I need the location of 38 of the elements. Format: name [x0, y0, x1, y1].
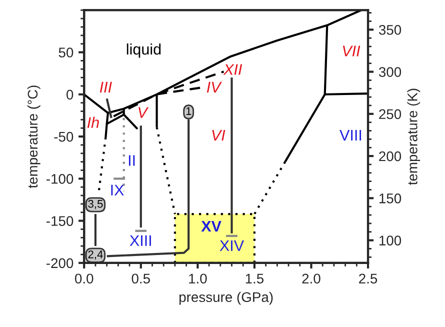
y2-tick-label: 250 — [379, 109, 402, 120]
y-axis-title: temperature (°C) — [27, 86, 40, 188]
y-tick-label: -100 — [46, 174, 74, 184]
annotation: VIII — [340, 130, 362, 140]
x-tick-label: 2.5 — [359, 274, 378, 284]
x-tick-label: 0.5 — [132, 274, 150, 284]
annotation: XII — [223, 64, 242, 75]
annotation: III — [100, 82, 112, 92]
x-tick-label: 2.0 — [302, 274, 320, 284]
annotation: II — [128, 155, 135, 166]
annotation: 1 — [186, 107, 192, 115]
y-tick-label: 50 — [58, 48, 74, 58]
annotation: VI — [212, 130, 226, 140]
annotation: V — [138, 107, 149, 118]
y2-axis-title: temperature (K) — [407, 88, 420, 185]
annotation: IX — [111, 184, 124, 196]
x-axis-title: pressure (GPa) — [179, 292, 273, 305]
y2-tick-label: 200 — [379, 151, 402, 162]
x-tick-label: 0.0 — [74, 274, 94, 284]
y-tick-label: -200 — [46, 258, 74, 268]
y2-tick-label: 300 — [378, 67, 402, 77]
y-tick-label: 0 — [66, 90, 74, 100]
y2-tick-label: 350 — [378, 24, 402, 35]
annotation: VII — [342, 46, 360, 56]
annotation: Ih — [87, 116, 99, 128]
x-tick-label: 1.5 — [246, 274, 264, 284]
x-tick-label: 1.0 — [189, 274, 207, 284]
annotation: liquid — [126, 43, 161, 58]
y2-tick-label: 100 — [379, 236, 402, 246]
annotation: 2,4 — [88, 250, 103, 260]
annotation: 3,5 — [88, 200, 103, 210]
annotation: XV — [201, 220, 222, 232]
y-tick-label: -50 — [54, 132, 74, 142]
annotation: IV — [206, 82, 222, 92]
y-tick-label: -150 — [46, 216, 74, 226]
annotation: XIII — [130, 235, 151, 246]
y2-tick-label: 150 — [379, 193, 402, 204]
annotation: XIV — [220, 240, 244, 251]
